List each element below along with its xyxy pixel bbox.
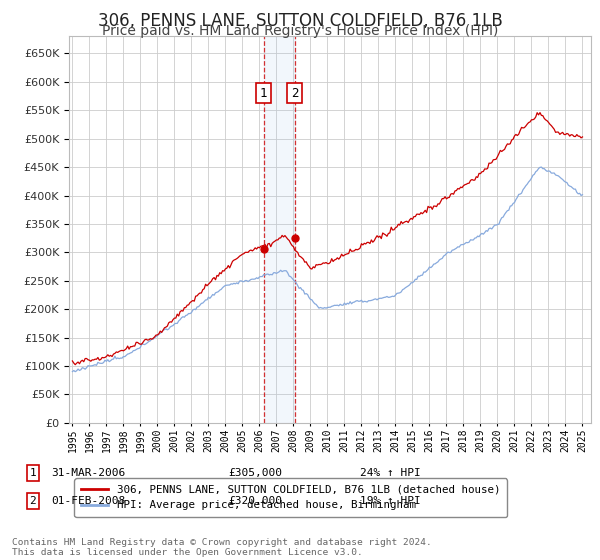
Bar [263, 36, 295, 423]
Text: 24% ↑ HPI: 24% ↑ HPI [360, 468, 421, 478]
Text: 01-FEB-2008: 01-FEB-2008 [51, 496, 125, 506]
Text: 19% ↑ HPI: 19% ↑ HPI [360, 496, 421, 506]
Text: £320,000: £320,000 [228, 496, 282, 506]
Text: 306, PENNS LANE, SUTTON COLDFIELD, B76 1LB: 306, PENNS LANE, SUTTON COLDFIELD, B76 1… [98, 12, 502, 30]
Text: 1: 1 [29, 468, 37, 478]
Text: 2: 2 [29, 496, 37, 506]
Text: Contains HM Land Registry data © Crown copyright and database right 2024.
This d: Contains HM Land Registry data © Crown c… [12, 538, 432, 557]
Text: 2: 2 [291, 87, 299, 100]
Text: Price paid vs. HM Land Registry's House Price Index (HPI): Price paid vs. HM Land Registry's House … [102, 24, 498, 38]
Text: 1: 1 [260, 87, 268, 100]
Legend: 306, PENNS LANE, SUTTON COLDFIELD, B76 1LB (detached house), HPI: Average price,: 306, PENNS LANE, SUTTON COLDFIELD, B76 1… [74, 478, 506, 517]
Text: £305,000: £305,000 [228, 468, 282, 478]
Text: 31-MAR-2006: 31-MAR-2006 [51, 468, 125, 478]
